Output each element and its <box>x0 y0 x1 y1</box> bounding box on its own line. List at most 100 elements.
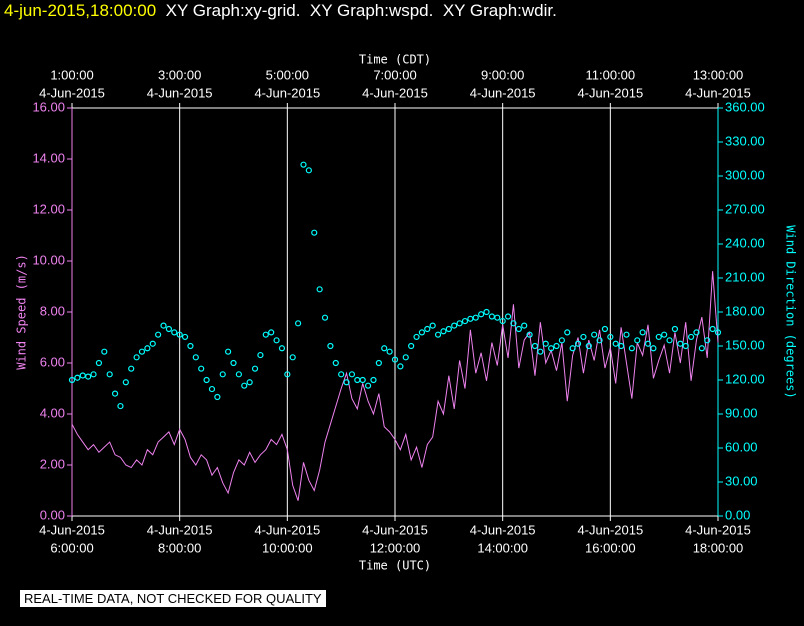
wind-direction-point <box>284 371 291 378</box>
y2-tick-label: 120.00 <box>725 371 765 386</box>
wind-direction-point <box>515 325 522 333</box>
quality-notice: REAL-TIME DATA, NOT CHECKED FOR QUALITY <box>20 590 326 607</box>
wind-direction-point <box>305 167 312 174</box>
y-tick-label: 16.00 <box>32 99 65 114</box>
wind-direction-point <box>198 365 205 372</box>
wind-direction-point <box>472 314 479 321</box>
x2-tick-label: 1:00:00 <box>50 67 93 82</box>
wind-direction-point <box>596 337 603 344</box>
wind-direction-point <box>537 348 544 355</box>
y2-tick-label: 210.00 <box>725 269 765 284</box>
wind-direction-point <box>682 342 689 350</box>
wind-direction-point <box>510 320 517 327</box>
x-tick-label: 10:00:00 <box>262 540 313 555</box>
y-tick-label: 12.00 <box>32 201 65 216</box>
wind-direction-point <box>548 345 555 352</box>
x-tick-label: 4-Jun-2015 <box>577 522 643 537</box>
wind-direction-point <box>327 342 334 350</box>
wind-direction-point <box>580 333 587 341</box>
wind-direction-point <box>316 286 323 293</box>
wind-direction-point <box>434 331 442 338</box>
x-tick-label: 4-Jun-2015 <box>39 522 105 537</box>
wind-direction-point <box>144 345 151 352</box>
wind-direction-point <box>203 376 210 384</box>
wind-direction-point <box>79 372 86 379</box>
x-tick-label: 6:00:00 <box>50 540 93 555</box>
wind-direction-point <box>354 376 361 384</box>
wind-direction-point <box>219 371 226 378</box>
wind-direction-point <box>574 340 582 347</box>
wind-direction-point <box>85 373 92 380</box>
wind-direction-point <box>709 325 716 333</box>
graph-name: XY Graph:wspd. <box>309 1 434 20</box>
wind-direction-point <box>397 363 404 370</box>
wind-direction-point <box>343 379 350 386</box>
wind-direction-point <box>666 337 673 344</box>
wind-direction-point <box>128 365 135 372</box>
wind-direction-point <box>386 348 393 355</box>
wind-direction-point <box>504 313 512 320</box>
wind-direction-point <box>359 376 366 384</box>
y2-tick-label: 360.00 <box>725 99 765 114</box>
graph-name: XY Graph:xy-grid. <box>165 1 301 20</box>
y-tick-label: 4.00 <box>40 405 65 420</box>
wind-direction-point <box>628 345 635 352</box>
wind-direction-point <box>601 325 609 333</box>
x2-tick-label: 4-Jun-2015 <box>685 85 751 100</box>
wind-direction-point <box>440 328 447 335</box>
wind-direction-point <box>68 376 76 384</box>
x-tick-label: 4-Jun-2015 <box>685 522 751 537</box>
wind-direction-point <box>488 313 495 320</box>
wind-direction-point <box>424 325 431 333</box>
wind-direction-point <box>521 322 528 329</box>
y-tick-label: 0.00 <box>40 507 65 522</box>
wind-direction-point <box>122 379 129 386</box>
y2-axis-title: Wind Direction (degrees) <box>784 225 798 398</box>
x-tick-label: 12:00:00 <box>370 540 421 555</box>
y2-tick-label: 90.00 <box>725 405 758 420</box>
wind-direction-point <box>585 342 592 350</box>
wind-direction-point <box>499 317 506 325</box>
y-tick-label: 10.00 <box>32 252 65 267</box>
x-tick-label: 14:00:00 <box>477 540 528 555</box>
wind-direction-point <box>698 345 705 352</box>
wind-direction-point <box>257 351 264 359</box>
wind-direction-point <box>478 311 485 318</box>
y2-tick-label: 300.00 <box>725 167 765 182</box>
x-tick-label: 4-Jun-2015 <box>254 522 320 537</box>
x2-tick-label: 4-Jun-2015 <box>254 85 320 100</box>
wind-direction-point <box>338 371 345 378</box>
wind-direction-point <box>467 315 474 322</box>
wind-direction-point <box>391 356 399 363</box>
x2-tick-label: 4-Jun-2015 <box>147 85 213 100</box>
wind-direction-point <box>321 314 329 321</box>
wind-direction-point <box>111 390 119 397</box>
wind-direction-point <box>138 348 146 355</box>
wind-direction-point <box>381 345 388 352</box>
x-tick-label: 4-Jun-2015 <box>470 522 536 537</box>
wind-direction-point <box>375 359 382 367</box>
wind-direction-point <box>214 393 221 401</box>
wind-direction-point <box>268 329 275 336</box>
wind-direction-point <box>370 376 377 384</box>
wind-direction-point <box>413 333 420 341</box>
wind-direction-point <box>187 342 194 350</box>
wind-direction-point <box>639 329 646 336</box>
wind-direction-point <box>230 359 237 367</box>
timestamp: 4-jun-2015,18:00:00 <box>4 1 157 20</box>
wind-direction-point <box>677 340 684 347</box>
wind-direction-point <box>483 308 490 316</box>
wind-direction-point <box>246 379 253 386</box>
wind-direction-point <box>181 333 189 341</box>
wind-direction-point <box>176 331 183 338</box>
wind-direction-point <box>348 371 356 378</box>
y-tick-label: 2.00 <box>40 456 65 471</box>
header: 4-jun-2015,18:00:00 XY Graph:xy-grid. XY… <box>4 1 557 21</box>
wind-direction-point <box>693 329 700 336</box>
x-tick-label: 4-Jun-2015 <box>147 522 213 537</box>
wind-direction-point <box>553 342 560 350</box>
wind-direction-point <box>445 325 452 333</box>
wind-direction-point <box>235 371 242 378</box>
